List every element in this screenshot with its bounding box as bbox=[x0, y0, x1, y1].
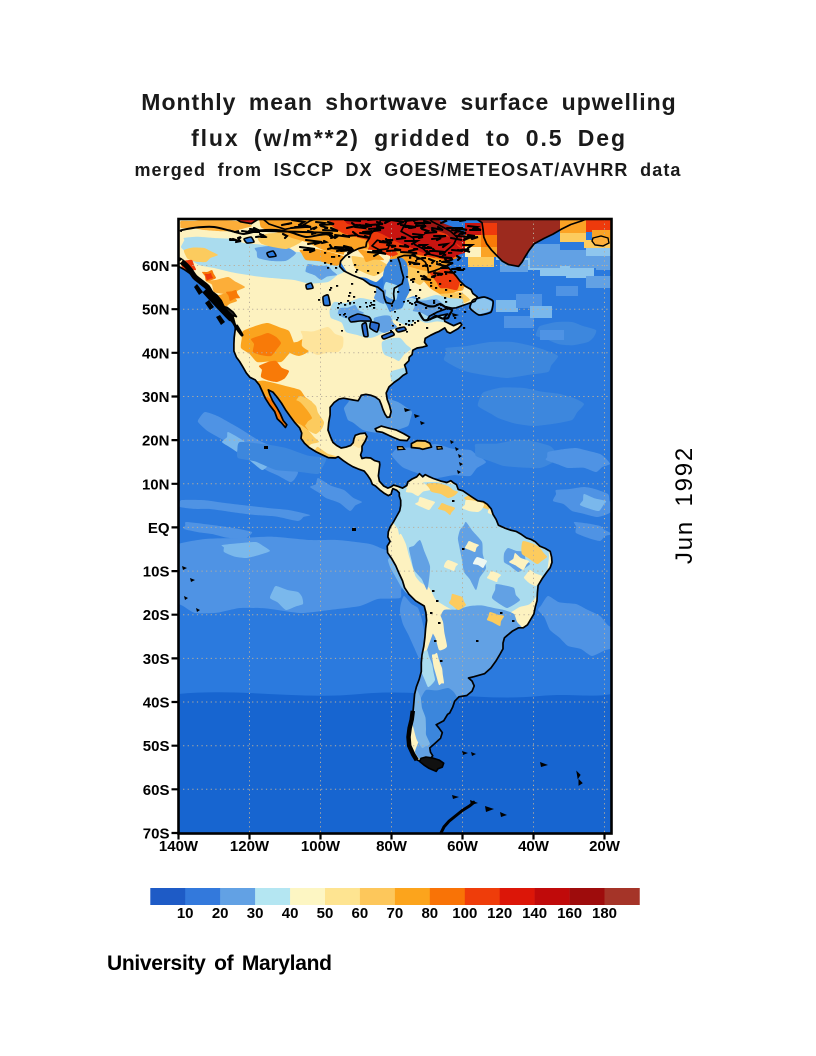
svg-text:University of Maryland: University of Maryland bbox=[107, 952, 332, 975]
svg-text:30N: 30N bbox=[142, 389, 170, 406]
svg-text:30: 30 bbox=[247, 905, 264, 922]
svg-text:EQ: EQ bbox=[148, 520, 170, 537]
svg-text:20W: 20W bbox=[589, 838, 621, 855]
svg-text:20: 20 bbox=[212, 905, 229, 922]
svg-text:40S: 40S bbox=[143, 695, 170, 712]
svg-text:140W: 140W bbox=[159, 838, 199, 855]
svg-text:160: 160 bbox=[557, 905, 582, 922]
svg-text:70S: 70S bbox=[143, 826, 170, 843]
svg-text:10S: 10S bbox=[143, 564, 170, 581]
svg-text:40N: 40N bbox=[142, 345, 170, 362]
svg-text:50: 50 bbox=[317, 905, 334, 922]
svg-text:60S: 60S bbox=[143, 782, 170, 799]
svg-text:100: 100 bbox=[452, 905, 477, 922]
svg-text:60: 60 bbox=[352, 905, 369, 922]
svg-text:20N: 20N bbox=[142, 433, 170, 450]
svg-text:Monthly mean shortwave surface: Monthly mean shortwave surface upwelling bbox=[141, 89, 676, 115]
svg-text:30S: 30S bbox=[143, 651, 170, 668]
svg-text:60N: 60N bbox=[142, 258, 170, 275]
svg-text:10: 10 bbox=[177, 905, 194, 922]
svg-text:20S: 20S bbox=[143, 607, 170, 624]
svg-text:40: 40 bbox=[282, 905, 299, 922]
svg-text:50N: 50N bbox=[142, 302, 170, 319]
svg-text:140: 140 bbox=[522, 905, 547, 922]
svg-text:70: 70 bbox=[387, 905, 404, 922]
svg-text:120W: 120W bbox=[230, 838, 270, 855]
svg-text:50S: 50S bbox=[143, 738, 170, 755]
svg-text:flux (w/m**2) gridded to 0.5 D: flux (w/m**2) gridded to 0.5 Deg bbox=[191, 125, 627, 151]
svg-text:merged from ISCCP DX GOES/METE: merged from ISCCP DX GOES/METEOSAT/AVHRR… bbox=[134, 160, 681, 180]
svg-text:100W: 100W bbox=[301, 838, 341, 855]
svg-text:10N: 10N bbox=[142, 476, 170, 493]
svg-text:60W: 60W bbox=[447, 838, 479, 855]
svg-text:80: 80 bbox=[421, 905, 438, 922]
svg-text:120: 120 bbox=[487, 905, 512, 922]
svg-text:Jun 1992: Jun 1992 bbox=[671, 446, 698, 564]
svg-text:180: 180 bbox=[592, 905, 617, 922]
svg-text:80W: 80W bbox=[376, 838, 408, 855]
svg-text:40W: 40W bbox=[518, 838, 550, 855]
